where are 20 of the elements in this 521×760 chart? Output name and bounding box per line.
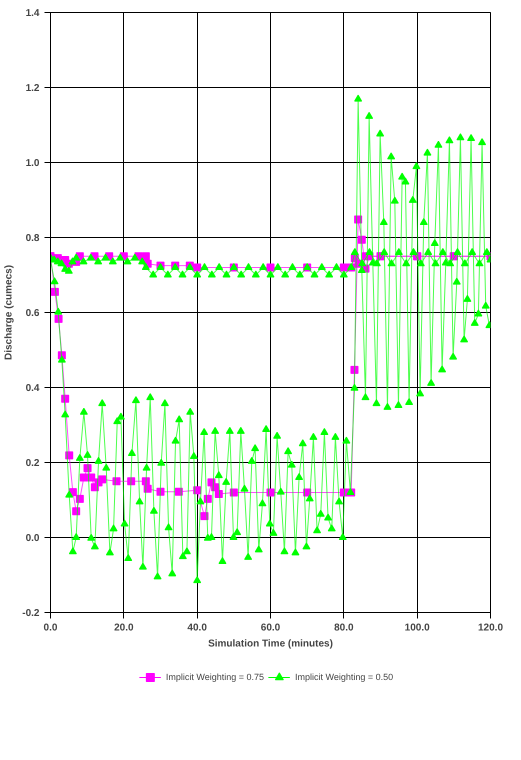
x-tick-label: 40.0 [187, 622, 208, 634]
y-tick-label: 1.4 [26, 8, 40, 19]
x-tick-label: 100.0 [404, 622, 430, 634]
y-axis-title: Discharge (cumecs) [3, 264, 14, 360]
x-tick-label: 20.0 [114, 622, 134, 634]
y-tick-label: -0.2 [22, 608, 40, 619]
y-tick-label: 1.2 [26, 83, 40, 94]
x-tick-label: 80.0 [334, 622, 354, 634]
y-tick-label: 0.8 [26, 233, 40, 244]
legend-label: Implicit Weighting = 0.50 [295, 672, 394, 682]
legend-label: Implicit Weighting = 0.75 [166, 672, 264, 682]
x-tick-label: 120.0 [478, 622, 504, 634]
x-tick-label: 60.0 [260, 622, 281, 634]
y-tick-label: 1.0 [26, 158, 40, 169]
y-tick-label: 0.6 [26, 308, 40, 319]
y-tick-label: 0.4 [26, 383, 40, 394]
x-axis-title: Simulation Time (minutes) [208, 638, 333, 650]
y-tick-label: 0.0 [26, 533, 40, 544]
y-tick-label: 0.2 [26, 458, 40, 469]
x-tick-label: 0.0 [44, 622, 58, 634]
